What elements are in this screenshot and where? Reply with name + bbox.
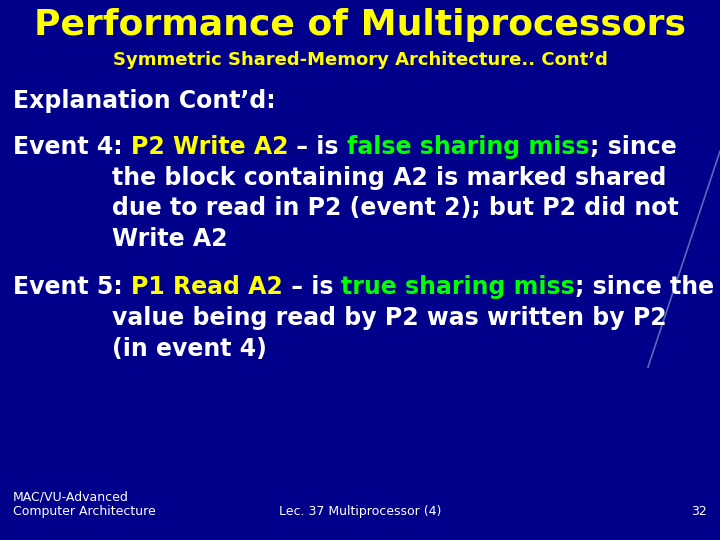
Text: ; since: ; since bbox=[590, 135, 676, 159]
Text: the block containing A2 is marked shared: the block containing A2 is marked shared bbox=[112, 166, 666, 190]
Text: – is: – is bbox=[288, 135, 347, 159]
Text: 32: 32 bbox=[691, 505, 707, 518]
Text: Performance of Multiprocessors: Performance of Multiprocessors bbox=[34, 8, 686, 42]
Text: false sharing miss: false sharing miss bbox=[347, 135, 590, 159]
Text: Write A2: Write A2 bbox=[112, 227, 227, 251]
Text: value being read by P2 was written by P2: value being read by P2 was written by P2 bbox=[112, 306, 666, 330]
Text: Lec. 37 Multiprocessor (4): Lec. 37 Multiprocessor (4) bbox=[279, 505, 441, 518]
Text: due to read in P2 (event 2); but P2 did not: due to read in P2 (event 2); but P2 did … bbox=[112, 197, 678, 220]
Text: true sharing miss: true sharing miss bbox=[341, 275, 575, 299]
Text: (in event 4): (in event 4) bbox=[112, 337, 266, 361]
Text: P2 Write A2: P2 Write A2 bbox=[131, 135, 288, 159]
Text: ; since the: ; since the bbox=[575, 275, 714, 299]
Text: Symmetric Shared-Memory Architecture.. Cont’d: Symmetric Shared-Memory Architecture.. C… bbox=[112, 51, 608, 69]
Text: Event 4:: Event 4: bbox=[13, 135, 131, 159]
Text: Event 5:: Event 5: bbox=[13, 275, 131, 299]
Text: Explanation Cont’d:: Explanation Cont’d: bbox=[13, 89, 276, 113]
Text: – is: – is bbox=[283, 275, 341, 299]
Text: MAC/VU-Advanced
Computer Architecture: MAC/VU-Advanced Computer Architecture bbox=[13, 490, 156, 518]
Text: P1 Read A2: P1 Read A2 bbox=[131, 275, 283, 299]
